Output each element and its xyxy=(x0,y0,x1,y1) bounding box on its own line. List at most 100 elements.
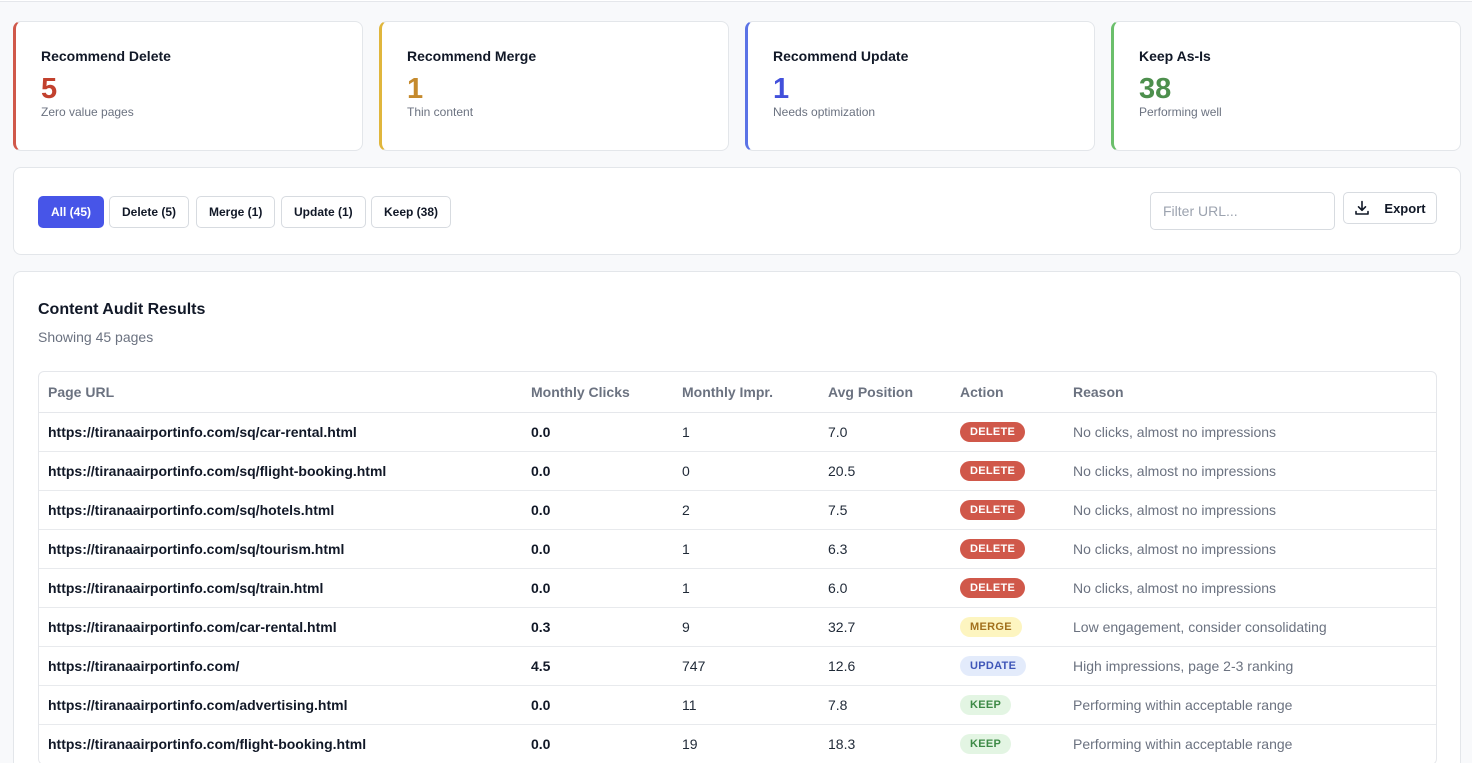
card-value: 1 xyxy=(773,73,790,105)
card-value: 1 xyxy=(407,73,424,105)
action-cell: DELETE xyxy=(951,490,1064,530)
export-button[interactable]: Export xyxy=(1343,192,1437,224)
monthly-impr-cell: 747 xyxy=(673,646,819,686)
action-cell: DELETE xyxy=(951,529,1064,569)
monthly-clicks-cell: 0.0 xyxy=(522,412,673,452)
action-cell: MERGE xyxy=(951,607,1064,647)
card-recommend-merge: Recommend Merge 1 Thin content xyxy=(379,21,729,151)
page-url-cell: https://tiranaairportinfo.com/sq/train.h… xyxy=(39,568,522,608)
top-strip xyxy=(0,0,1472,2)
table-body: https://tiranaairportinfo.com/sq/car-ren… xyxy=(39,412,1436,763)
monthly-clicks-cell: 0.0 xyxy=(522,490,673,530)
results-table: Page URL Monthly Clicks Monthly Impr. Av… xyxy=(39,372,1436,763)
table-row[interactable]: https://tiranaairportinfo.com/flight-boo… xyxy=(39,724,1436,763)
monthly-impr-cell: 19 xyxy=(673,724,819,763)
action-badge: DELETE xyxy=(960,460,1026,481)
reason-cell: Low engagement, consider consolidating xyxy=(1064,607,1436,647)
reason-cell: Performing within acceptable range xyxy=(1064,685,1436,725)
action-cell: KEEP xyxy=(951,685,1064,725)
page-url-cell: https://tiranaairportinfo.com/advertisin… xyxy=(39,685,522,725)
action-cell: DELETE xyxy=(951,412,1064,452)
reason-cell: No clicks, almost no impressions xyxy=(1064,529,1436,569)
card-keep-as-is: Keep As-Is 38 Performing well xyxy=(1111,21,1461,151)
reason-cell: No clicks, almost no impressions xyxy=(1064,568,1436,608)
monthly-impr-cell: 0 xyxy=(673,451,819,491)
page-url-cell: https://tiranaairportinfo.com/sq/flight-… xyxy=(39,451,522,491)
card-title: Recommend Merge xyxy=(407,48,537,64)
page-url-cell: https://tiranaairportinfo.com/ xyxy=(39,646,522,686)
action-cell: UPDATE xyxy=(951,646,1064,686)
results-table-wrapper: Page URL Monthly Clicks Monthly Impr. Av… xyxy=(38,371,1437,763)
table-row[interactable]: https://tiranaairportinfo.com/sq/car-ren… xyxy=(39,412,1436,452)
filter-update-button[interactable]: Update (1) xyxy=(281,196,366,228)
column-header-monthly-impr[interactable]: Monthly Impr. xyxy=(673,372,819,413)
column-header-page-url[interactable]: Page URL xyxy=(39,372,522,413)
action-badge: DELETE xyxy=(960,538,1026,559)
filter-keep-button[interactable]: Keep (38) xyxy=(371,196,452,228)
card-value: 5 xyxy=(41,73,58,105)
card-recommend-update: Recommend Update 1 Needs optimization xyxy=(745,21,1095,151)
action-badge: MERGE xyxy=(960,616,1022,637)
table-row[interactable]: https://tiranaairportinfo.com/sq/train.h… xyxy=(39,568,1436,608)
avg-position-cell: 7.0 xyxy=(819,412,951,452)
monthly-clicks-cell: 0.0 xyxy=(522,568,673,608)
column-header-reason[interactable]: Reason xyxy=(1064,372,1436,413)
avg-position-cell: 32.7 xyxy=(819,607,951,647)
column-header-action[interactable]: Action xyxy=(951,372,1064,413)
table-row[interactable]: https://tiranaairportinfo.com/sq/tourism… xyxy=(39,529,1436,569)
monthly-clicks-cell: 4.5 xyxy=(522,646,673,686)
filter-delete-button[interactable]: Delete (5) xyxy=(109,196,190,228)
monthly-impr-cell: 11 xyxy=(673,685,819,725)
table-row[interactable]: https://tiranaairportinfo.com/advertisin… xyxy=(39,685,1436,725)
reason-cell: No clicks, almost no impressions xyxy=(1064,451,1436,491)
reason-cell: High impressions, page 2-3 ranking xyxy=(1064,646,1436,686)
results-subtitle: Showing 45 pages xyxy=(38,329,154,345)
download-icon xyxy=(1355,200,1370,215)
monthly-clicks-cell: 0.0 xyxy=(522,724,673,763)
filter-all-button[interactable]: All (45) xyxy=(38,196,105,228)
reason-cell: No clicks, almost no impressions xyxy=(1064,412,1436,452)
avg-position-cell: 20.5 xyxy=(819,451,951,491)
results-title: Content Audit Results xyxy=(38,301,206,318)
table-row[interactable]: https://tiranaairportinfo.com/car-rental… xyxy=(39,607,1436,647)
card-title: Recommend Delete xyxy=(41,48,171,64)
action-badge: DELETE xyxy=(960,499,1026,520)
card-subtitle: Performing well xyxy=(1139,105,1222,119)
action-badge: KEEP xyxy=(960,733,1012,754)
card-subtitle: Zero value pages xyxy=(41,105,134,119)
table-row[interactable]: https://tiranaairportinfo.com/4.5 747 12.6… xyxy=(39,646,1436,686)
action-cell: KEEP xyxy=(951,724,1064,763)
column-header-avg-position[interactable]: Avg Position xyxy=(819,372,951,413)
avg-position-cell: 6.0 xyxy=(819,568,951,608)
filter-url-input[interactable] xyxy=(1150,192,1335,230)
card-title: Recommend Update xyxy=(773,48,909,64)
monthly-clicks-cell: 0.3 xyxy=(522,607,673,647)
avg-position-cell: 12.6 xyxy=(819,646,951,686)
table-row[interactable]: https://tiranaairportinfo.com/sq/hotels.… xyxy=(39,490,1436,530)
monthly-clicks-cell: 0.0 xyxy=(522,529,673,569)
column-header-monthly-clicks[interactable]: Monthly Clicks xyxy=(522,372,673,413)
avg-position-cell: 7.8 xyxy=(819,685,951,725)
monthly-impr-cell: 2 xyxy=(673,490,819,530)
card-subtitle: Thin content xyxy=(407,105,474,119)
avg-position-cell: 6.3 xyxy=(819,529,951,569)
avg-position-cell: 7.5 xyxy=(819,490,951,530)
card-title: Keep As-Is xyxy=(1139,48,1211,64)
monthly-clicks-cell: 0.0 xyxy=(522,685,673,725)
filter-merge-button[interactable]: Merge (1) xyxy=(196,196,276,228)
monthly-clicks-cell: 0.0 xyxy=(522,451,673,491)
action-badge: UPDATE xyxy=(960,655,1027,676)
results-panel: Content Audit Results Showing 45 pages P… xyxy=(13,271,1461,763)
reason-cell: No clicks, almost no impressions xyxy=(1064,490,1436,530)
monthly-impr-cell: 1 xyxy=(673,412,819,452)
card-subtitle: Needs optimization xyxy=(773,105,876,119)
card-recommend-delete: Recommend Delete 5 Zero value pages xyxy=(13,21,363,151)
action-badge: KEEP xyxy=(960,694,1012,715)
export-label: Export xyxy=(1384,200,1426,216)
filter-panel: All (45) Delete (5) Merge (1) Update (1)… xyxy=(13,167,1461,255)
table-row[interactable]: https://tiranaairportinfo.com/sq/flight-… xyxy=(39,451,1436,491)
page-url-cell: https://tiranaairportinfo.com/sq/tourism… xyxy=(39,529,522,569)
action-badge: DELETE xyxy=(960,421,1026,442)
monthly-impr-cell: 1 xyxy=(673,529,819,569)
monthly-impr-cell: 9 xyxy=(673,607,819,647)
